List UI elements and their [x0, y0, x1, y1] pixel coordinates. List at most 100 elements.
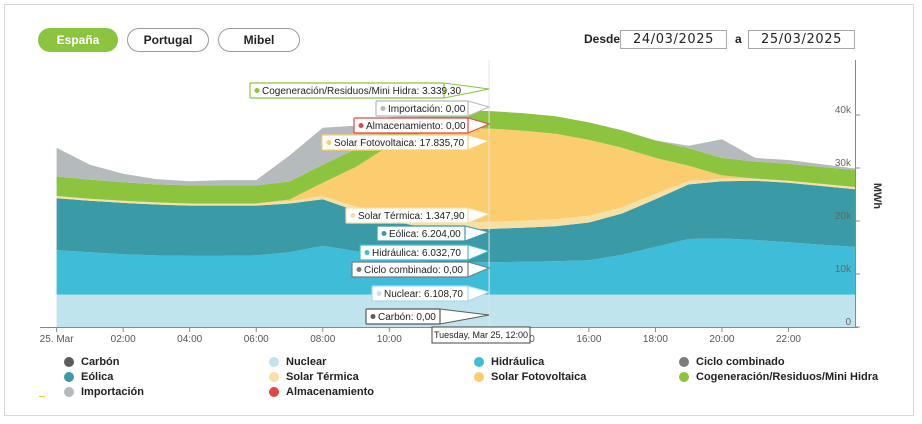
tab-mibel[interactable]: Mibel: [218, 28, 300, 52]
legend-dot: [474, 372, 484, 382]
legend-dot: [679, 357, 689, 367]
x-tick-label: 04:00: [177, 334, 202, 345]
x-tick-label: 08:00: [310, 334, 335, 345]
tooltip-pointer: [443, 82, 490, 99]
tooltip-text: Eólica: 6.204,00: [389, 229, 461, 240]
tooltip-solar-termica: Solar Térmica: 1.347,90: [345, 207, 491, 224]
tooltip-text: Hidráulica: 6.032,70: [372, 248, 461, 259]
date-from-input[interactable]: 24/03/2025: [620, 30, 727, 49]
tooltip-dot: [370, 314, 376, 319]
tooltip-text: Nuclear: 6.108,70: [384, 289, 463, 300]
legend-item-eolica[interactable]: Eólica: [64, 371, 113, 383]
tooltip-dot: [326, 140, 332, 145]
tooltip-text: Importación: 0,00: [388, 104, 466, 115]
tooltip-pointer: [467, 117, 491, 134]
legend-label: Cogeneración/Residuos/Mini Hidra: [696, 371, 879, 383]
legend-item-carbon[interactable]: Carbón: [64, 356, 120, 368]
tooltip-dot: [356, 267, 362, 272]
tooltip-pointer: [467, 261, 491, 278]
y-tick-label: 20k: [835, 211, 852, 222]
legend-label: Ciclo combinado: [696, 356, 785, 368]
tooltip-box: [345, 207, 469, 224]
area-solar-termica: [56, 178, 856, 230]
legend-item-solar-termica[interactable]: Solar Térmica: [269, 371, 359, 383]
area-eolica: [56, 180, 856, 263]
tooltip-box: [351, 261, 469, 278]
tooltip-box: [359, 244, 469, 261]
tooltip-carbon: Carbón: 0,00: [365, 308, 490, 325]
tooltip-nuclear: Nuclear: 6.108,70: [371, 285, 491, 302]
x-tick-label: 06:00: [244, 334, 269, 345]
tooltip-text: Cogeneración/Residuos/Mini Hidra: 3.339,…: [262, 86, 461, 97]
tooltip-importacion: Importación: 0,00: [375, 100, 491, 117]
tooltip-box: [376, 225, 466, 242]
date-to-label: a: [735, 32, 742, 46]
date-from-label: Desde: [584, 32, 621, 46]
legend-item-importacion[interactable]: Importación: [64, 386, 144, 398]
tooltip-box: [371, 285, 469, 302]
x-tick-label: 25. Mar: [40, 334, 75, 345]
tab-espana[interactable]: España: [38, 28, 118, 52]
legend-dot: [269, 387, 279, 397]
tooltip-box: [249, 82, 445, 99]
tooltip-dot: [358, 123, 364, 128]
area-importacion: [56, 110, 856, 186]
x-tick-label: 18:00: [643, 334, 668, 345]
tooltip-pointer: [467, 100, 491, 117]
date-to-input[interactable]: 25/03/2025: [748, 30, 855, 49]
tooltip-text: Solar Térmica: 1.347,90: [358, 211, 465, 222]
tooltip-ciclo-combinado: Ciclo combinado: 0,00: [351, 261, 491, 278]
tooltip-dot: [350, 213, 356, 218]
tooltip-pointer: [464, 225, 491, 242]
legend-scroll-marker: [39, 396, 45, 397]
legend-dot: [64, 387, 74, 397]
area-cogeneracion-residuos-mini-hidra: [56, 110, 856, 204]
legend-item-solar-fotovoltaica[interactable]: Solar Fotovoltaica: [474, 371, 586, 383]
tooltip-dot: [380, 106, 386, 111]
y-axis-title: MWh: [871, 183, 883, 210]
tooltip-dot: [381, 231, 387, 236]
tooltip-text: Carbón: 0,00: [378, 312, 436, 323]
tooltip-box: [353, 117, 469, 134]
legend-dot: [679, 372, 689, 382]
chart-panel: [4, 4, 914, 416]
x-tick-label: 10:00: [377, 334, 402, 345]
tooltip-text: Ciclo combinado: 0,00: [364, 265, 463, 276]
tooltip-box: [321, 134, 469, 151]
tooltip-dot: [364, 250, 370, 255]
area-solar-fotovoltaica: [56, 128, 856, 223]
tooltip-text: Almacenamiento: 0,00: [366, 121, 466, 132]
legend-label: Carbón: [81, 356, 120, 368]
legend-item-almacenamiento[interactable]: Almacenamiento: [269, 386, 374, 398]
tooltip-pointer: [467, 285, 491, 302]
tooltip-solar-fotovoltaica: Solar Fotovoltaica: 17.835,70: [321, 134, 491, 151]
x-tick-label: 20:00: [709, 334, 734, 345]
tooltip-pointer: [467, 134, 491, 151]
legend-item-nuclear[interactable]: Nuclear: [269, 356, 326, 368]
y-tick-label: 0: [845, 317, 851, 328]
y-tick-label: 40k: [835, 105, 852, 116]
tooltip-dot: [254, 88, 260, 93]
legend-item-hidraulica[interactable]: Hidráulica: [474, 356, 544, 368]
tooltip-pointer: [467, 207, 491, 224]
y-tick-label: 10k: [835, 264, 852, 275]
legend-dot: [64, 357, 74, 367]
legend-item-ciclo-combinado[interactable]: Ciclo combinado: [679, 356, 785, 368]
legend-label: Solar Térmica: [286, 371, 359, 383]
legend-label: Importación: [81, 386, 144, 398]
legend-dot: [269, 357, 279, 367]
legend-dot: [64, 372, 74, 382]
tooltip-pointer: [467, 244, 491, 261]
tab-portugal[interactable]: Portugal: [127, 28, 209, 52]
legend-item-cogeneracion-residuos-mini-hidra[interactable]: Cogeneración/Residuos/Mini Hidra: [679, 371, 878, 383]
tooltip-text: Solar Fotovoltaica: 17.835,70: [334, 138, 465, 149]
tooltip-hidraulica: Hidráulica: 6.032,70: [359, 244, 491, 261]
legend-label: Eólica: [81, 371, 114, 383]
tooltip-box: [375, 100, 469, 117]
tooltip-eolica: Eólica: 6.204,00: [376, 225, 491, 242]
tooltip-box: [365, 308, 441, 325]
legend-label: Hidráulica: [491, 356, 545, 368]
x-tick-label: 16:00: [576, 334, 601, 345]
tooltip-almacenamiento: Almacenamiento: 0,00: [353, 117, 491, 134]
